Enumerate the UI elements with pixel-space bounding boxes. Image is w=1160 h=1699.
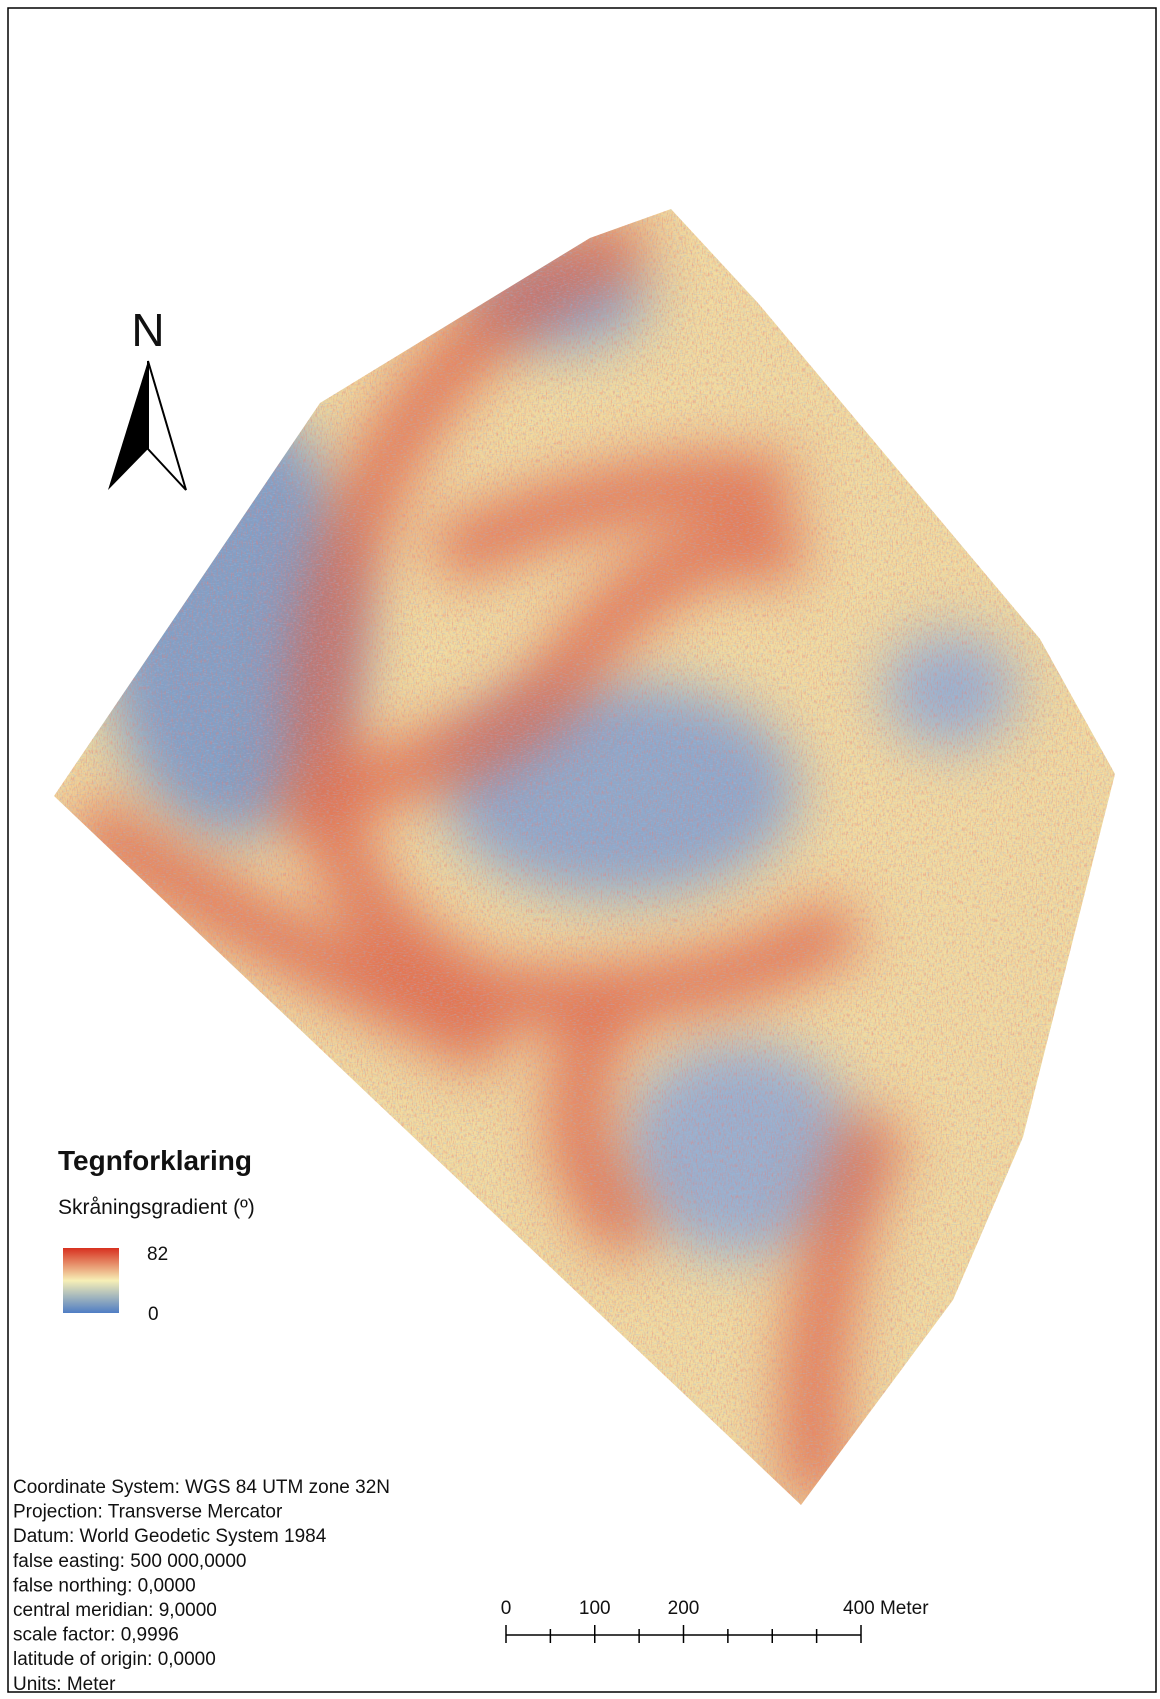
coordinate-line: false northing: 0,0000	[13, 1575, 196, 1596]
scale-label: 400 Meter	[843, 1598, 929, 1619]
scale-label: 0	[501, 1598, 512, 1619]
legend-subtitle: Skråningsgradient (º)	[58, 1196, 255, 1219]
coordinate-line: Projection: Transverse Mercator	[13, 1502, 283, 1523]
arrow-left	[108, 361, 148, 490]
coordinate-line: scale factor: 0,9996	[13, 1625, 179, 1646]
legend-max: 82	[147, 1244, 168, 1265]
scale-bar: 0 100 200 400 Meter	[501, 1598, 930, 1643]
scale-label: 100	[579, 1598, 611, 1619]
coordinate-info: Coordinate System: WGS 84 UTM zone 32N Pr…	[13, 1477, 390, 1695]
slope-raster	[0, 150, 1160, 1550]
coordinate-line: latitude of origin: 0,0000	[13, 1649, 216, 1670]
coordinate-line: central meridian: 9,0000	[13, 1600, 217, 1621]
coordinate-line: Coordinate System: WGS 84 UTM zone 32N	[13, 1477, 390, 1498]
page: N Tegnforklaring Skråningsgradient (º) 8…	[0, 0, 1160, 1699]
north-arrow: N	[108, 304, 186, 490]
legend-min: 0	[148, 1304, 159, 1325]
coordinate-line: Units: Meter	[13, 1674, 116, 1695]
color-ramp	[63, 1248, 119, 1313]
legend: Tegnforklaring Skråningsgradient (º) 82 …	[58, 1145, 255, 1325]
north-label: N	[131, 304, 164, 356]
legend-title: Tegnforklaring	[58, 1145, 252, 1176]
arrow-right	[148, 361, 186, 490]
coordinate-line: false easting: 500 000,0000	[13, 1551, 246, 1572]
scale-label: 200	[668, 1598, 700, 1619]
map-layout: N Tegnforklaring Skråningsgradient (º) 8…	[0, 0, 1160, 1699]
coordinate-line: Datum: World Geodetic System 1984	[13, 1526, 327, 1547]
